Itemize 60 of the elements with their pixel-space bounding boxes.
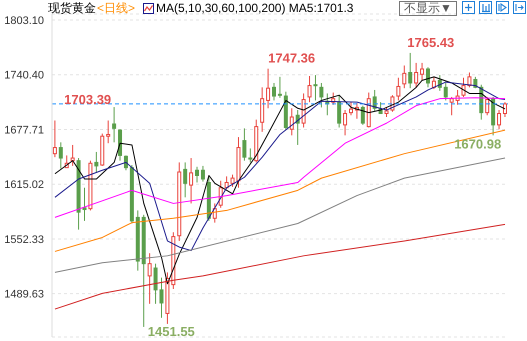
candlestick: [230, 174, 235, 188]
candlestick: [497, 110, 502, 130]
candlestick: [432, 76, 436, 90]
candlestick: [343, 110, 348, 136]
line-series: [54, 224, 506, 310]
candlestick: [70, 144, 75, 166]
candlestick: [124, 154, 128, 171]
candlestick: [260, 86, 264, 132]
candlestick: [384, 106, 389, 118]
candlestick: [290, 108, 294, 136]
candlestick: [313, 74, 318, 101]
line-series: [54, 158, 506, 273]
line-series: [54, 130, 506, 252]
candlestick: [266, 68, 270, 109]
chart-subtitle: <日线>: [97, 0, 136, 16]
chart-title: 现货黄金: [48, 0, 96, 16]
y-tick-label: 1677.71: [4, 124, 44, 136]
candlestick: [402, 65, 406, 89]
candlestick: [159, 277, 164, 318]
candlestick: [485, 96, 490, 116]
dropdown: 不显示▼: [399, 1, 457, 16]
y-tick-label: 1552.33: [4, 234, 44, 246]
candlestick: [348, 102, 353, 116]
candlestick: [248, 148, 252, 163]
annotation: 1451.55: [148, 324, 195, 339]
y-tick-label: 1803.10: [4, 14, 44, 27]
candlestick: [502, 102, 507, 118]
candlestick: [278, 76, 282, 98]
candlestick: [195, 166, 200, 183]
candlestick: [58, 142, 63, 170]
candlestick: [112, 106, 116, 143]
y-tick-label: 1615.02: [4, 179, 44, 192]
annotation: 1703.39: [64, 92, 112, 108]
candlestick: [337, 94, 342, 128]
candlestick: [396, 77, 400, 101]
candlestick: [308, 75, 312, 103]
candlestick: [52, 120, 57, 158]
candlestick: [319, 82, 324, 108]
candlestick: [462, 77, 466, 98]
candlestick: [414, 62, 418, 88]
annotation: 1747.36: [268, 50, 316, 66]
candlestick: [408, 52, 412, 89]
candlestick: [154, 263, 158, 304]
y-tick-label: 1489.63: [4, 288, 44, 301]
line-series: [54, 76, 506, 284]
candlestick: [200, 165, 205, 182]
annotation: 1765.43: [407, 34, 454, 50]
candlestick: [272, 82, 276, 101]
candlestick: [420, 62, 424, 81]
annotation: 1670.98: [454, 136, 502, 152]
candlestick: [242, 128, 246, 162]
candlestick: [94, 151, 98, 174]
candlestick: [183, 162, 188, 198]
candlestick: [360, 105, 365, 126]
candlestick: [189, 158, 194, 204]
y-tick-label: 1740.40: [4, 70, 44, 82]
candlestick: [82, 187, 86, 222]
annotation: MA(5,10,30,60,100,200) MA5:1701.3: [156, 1, 354, 15]
candlestick: [148, 252, 152, 304]
candlestick: [426, 66, 430, 88]
